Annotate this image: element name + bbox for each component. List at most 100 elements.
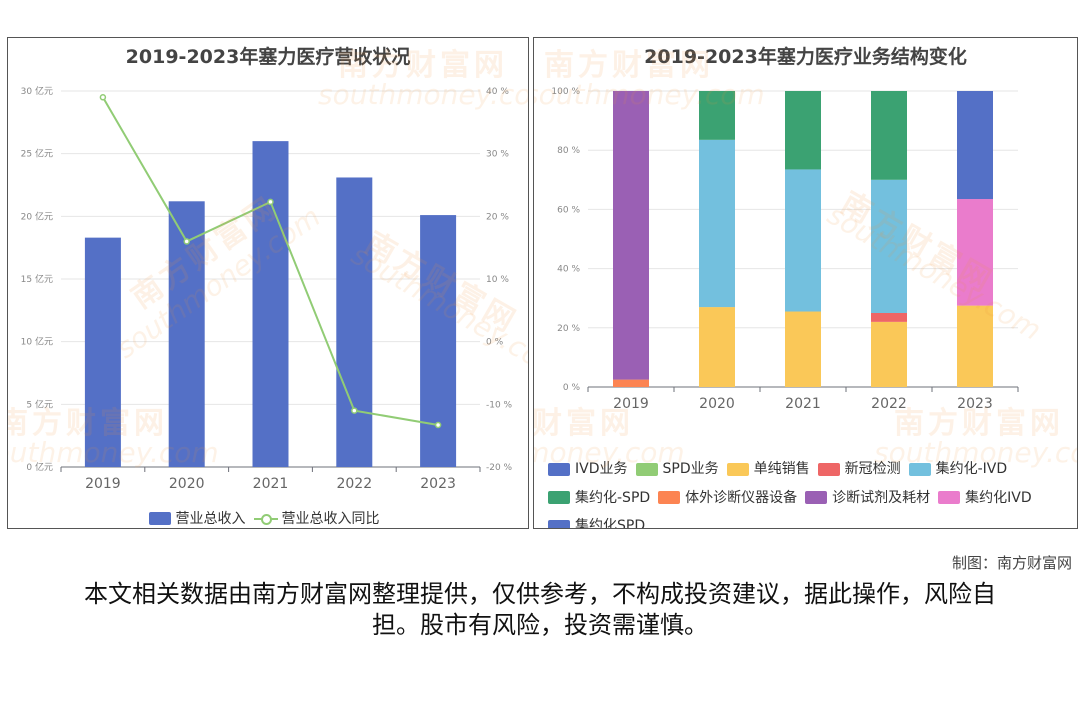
y-left-tick-label: 30 亿元 (21, 85, 53, 97)
legend-swatch (726, 462, 749, 476)
stacked-bar-segment (785, 169, 821, 312)
x-tick-label: 2023 (420, 476, 456, 492)
chart-credit: 制图：南方财富网 (951, 554, 1072, 572)
stacked-bar-segment (613, 379, 649, 387)
yoy-growth-point (267, 198, 274, 206)
y-left-tick-label: 15 亿元 (21, 273, 53, 285)
y-right-tick-label: 0 % (486, 338, 504, 348)
x-tick-label: 2023 (957, 396, 993, 412)
legend-swatch (908, 462, 931, 476)
legend-swatch (253, 512, 278, 525)
y-tick-label: 20 % (557, 324, 580, 334)
legend-item[interactable]: 集约化-SPD (548, 485, 650, 511)
structure-chart-title: 2019-2023年塞力医疗业务结构变化 (644, 46, 967, 68)
y-right-tick-label: 30 % (486, 150, 509, 160)
legend-swatch (805, 491, 828, 504)
y-tick-label: 40 % (557, 265, 580, 275)
stacked-bar-segment (871, 179, 907, 313)
stacked-bar-segment (699, 91, 735, 140)
stacked-bar-segment (871, 313, 907, 322)
legend-swatch (548, 491, 570, 504)
yoy-growth-point (183, 238, 190, 245)
revenue-bar (252, 141, 289, 467)
y-tick-label: 80 % (557, 146, 580, 156)
legend-swatch (548, 519, 570, 528)
y-left-tick-label: 20 亿元 (21, 210, 53, 222)
stacked-bar-segment (957, 199, 993, 306)
yoy-growth-point (99, 94, 107, 101)
legend-label: 营业总收入同比 (281, 511, 380, 527)
yoy-growth-point (351, 407, 358, 414)
legend-swatch (148, 511, 171, 525)
y-right-tick-label: -10 % (486, 400, 513, 410)
revenue-bar (420, 215, 457, 467)
legend-item[interactable]: SPD业务 (635, 456, 719, 482)
legend-item[interactable]: 集约化-IVD (908, 456, 1008, 482)
structure-chart: 0 % 20 % 40 % 60 % 80 % 100 % 2019 2020 2021 2022… (551, 87, 1019, 412)
revenue-bar (336, 177, 373, 468)
legend-item[interactable]: 单纯销售 (726, 456, 810, 482)
legend-label: 营业总收入 (175, 511, 246, 527)
legend-label: 单纯销售 (753, 461, 810, 477)
stacked-bar-segment (957, 91, 993, 200)
legend-swatch (548, 462, 570, 476)
legend-swatch (817, 462, 840, 476)
y-left-tick-label: 25 亿元 (21, 148, 53, 160)
yoy-growth-point (434, 421, 442, 429)
revenue-chart-legend: 营业总收入 营业总收入同比 (8, 508, 528, 528)
legend-label: 集约化IVD (965, 489, 1032, 506)
legend-swatch (938, 491, 961, 504)
stacked-bar-segment (871, 91, 907, 180)
legend-item[interactable]: IVD业务 (548, 456, 628, 482)
legend-label: SPD业务 (662, 461, 719, 477)
y-left-tick-label: 5 亿元 (26, 398, 53, 410)
legend-label: 集约化-IVD (935, 461, 1008, 477)
y-right-tick-label: 10 % (486, 275, 509, 285)
stacked-bar-segment (699, 139, 735, 308)
y-right-tick-label: 20 % (486, 212, 509, 222)
y-left-tick-label: 0 亿元 (26, 461, 53, 473)
revenue-bar (168, 201, 205, 467)
structure-chart-panel: 2019-2023年塞力医疗业务结构变化 0 % 20 % 40 % 60 % 80 %… (533, 37, 1078, 529)
legend-item[interactable]: 营业总收入同比 (253, 508, 380, 528)
legend-item[interactable]: 新冠检测 (817, 456, 901, 482)
legend-label: 体外诊断仪器设备 (685, 489, 798, 506)
y-right-tick-label: 40 % (486, 87, 509, 97)
x-tick-label: 2022 (336, 476, 372, 492)
legend-label: IVD业务 (575, 461, 628, 477)
stacked-bar-segment (785, 311, 821, 387)
legend-swatch (635, 462, 658, 476)
x-tick-label: 2019 (85, 476, 121, 492)
stacked-bar-segment (785, 91, 821, 170)
legend-item[interactable]: 集约化SPD (548, 513, 646, 529)
x-tick-label: 2021 (253, 476, 289, 492)
y-tick-label: 60 % (557, 205, 580, 215)
stacked-bar-segment (871, 321, 907, 387)
legend-swatch (658, 491, 681, 504)
revenue-chart: 0 亿元 5 亿元 10 亿元 15 亿元 20 亿元 25 亿元 30 亿元 -20 % -1… (21, 85, 513, 492)
legend-label: 集约化-SPD (575, 489, 651, 506)
revenue-chart-title: 2019-2023年塞力医疗营收状况 (125, 46, 411, 68)
y-right-tick-label: -20 % (486, 463, 513, 473)
y-tick-label: 0 % (563, 383, 581, 393)
legend-item[interactable]: 诊断试剂及耗材 (805, 485, 930, 511)
disclaimer-text: 本文相关数据由南方财富网整理提供，仅供参考，不构成投资建议，据此操作，风险自担。… (84, 580, 996, 639)
x-tick-label: 2019 (613, 396, 649, 412)
revenue-bar (84, 237, 121, 467)
structure-chart-legend: IVD业务 SPD业务 单纯销售 新冠检测 集约化-IVD 集约化-SPD 体外诊断仪器设备… (548, 456, 1073, 529)
legend-item[interactable]: 营业总收入 (148, 508, 246, 528)
legend-label: 诊断试剂及耗材 (832, 489, 931, 506)
y-left-tick-label: 10 亿元 (21, 336, 53, 348)
x-tick-label: 2020 (169, 476, 205, 492)
legend-item[interactable]: 集约化IVD (938, 485, 1032, 511)
stacked-bar-segment (699, 307, 735, 387)
legend-label: 集约化SPD (575, 518, 646, 529)
x-tick-label: 2022 (871, 396, 907, 412)
legend-label: 新冠检测 (844, 461, 901, 477)
x-tick-label: 2021 (785, 396, 821, 412)
x-tick-label: 2020 (699, 396, 735, 412)
stacked-bar-segment (613, 91, 649, 380)
legend-item[interactable]: 体外诊断仪器设备 (658, 485, 797, 511)
revenue-chart-panel: 2019-2023年塞力医疗营收状况 0 亿元 5 亿元 10 亿元 15 亿元 20 … (7, 37, 529, 529)
y-tick-label: 100 % (551, 87, 580, 97)
